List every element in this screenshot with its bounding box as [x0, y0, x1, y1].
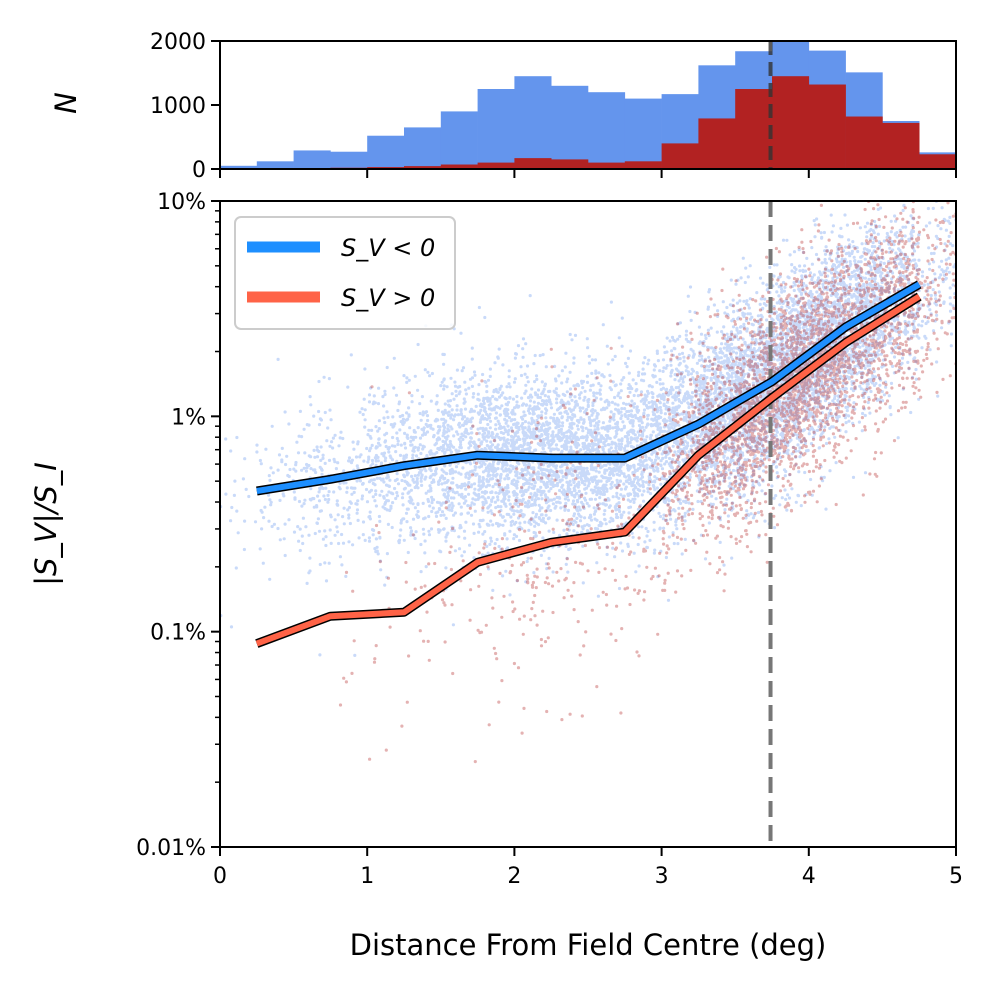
main-y-tick-label: 0.01% [136, 836, 206, 861]
hist-bar-positive [845, 116, 883, 169]
trend-line-positive [255, 293, 921, 647]
hist-bar-positive [735, 89, 773, 169]
main-x-tick-label: 4 [802, 864, 816, 889]
hist-bar-positive [514, 158, 552, 169]
main-x-tick-label: 0 [213, 864, 227, 889]
hist-bar-positive [661, 143, 699, 169]
hist-bar-negative [404, 127, 442, 169]
top-y-tick-label: 2000 [150, 30, 206, 55]
hist-bar-positive [698, 118, 736, 169]
hist-bar-negative [293, 150, 331, 169]
main-x-ticks: 0 1 2 3 4 5 [213, 847, 963, 889]
main-axes-frame [219, 200, 957, 848]
main-y-ticks: 0.01% 0.1% 1% 10% [136, 190, 220, 861]
hist-bar-positive [477, 162, 515, 169]
main-x-tick-label: 3 [655, 864, 669, 889]
top-x-ticks [219, 169, 957, 178]
y-axis-title: |S_V|/S_I [29, 462, 63, 586]
main-y-tick-label: 10% [157, 190, 206, 215]
hist-bar-negative [220, 165, 258, 169]
hist-bar-positive [882, 122, 920, 169]
hist-bar-negative [256, 161, 294, 169]
hist-bar-positive [588, 162, 626, 169]
hist-bar-positive [404, 166, 442, 169]
legend-label-positive: S_V > 0 [341, 284, 435, 312]
x-axis-title: Distance From Field Centre (deg) [350, 928, 827, 962]
main-x-tick-label: 1 [360, 864, 374, 889]
hist-bar-positive [624, 161, 662, 169]
hist-bar-negative [588, 92, 626, 169]
main-x-tick-label: 2 [507, 864, 521, 889]
hist-bar-positive [551, 159, 589, 169]
trend-line-negative [256, 281, 921, 494]
hist-bar-negative [624, 98, 662, 169]
main-y-tick-label: 1% [171, 405, 206, 430]
top-y-axis-title: N [49, 92, 83, 114]
hist-bar-positive [919, 154, 956, 169]
scatter-points-negative [220, 201, 956, 657]
hist-bar-negative [367, 135, 405, 169]
hist-bar-positive [808, 84, 846, 169]
top-y-tick-label: 1000 [150, 94, 206, 119]
main-y-tick-label: 0.1% [150, 621, 206, 646]
scatter-cloud [220, 201, 956, 657]
histogram-bars [220, 41, 956, 169]
hist-bar-negative [440, 111, 478, 169]
scatter-cloud [337, 201, 956, 764]
legend-label-negative: S_V < 0 [341, 234, 435, 262]
top-y-tick-label: 0 [192, 158, 206, 183]
hist-bar-positive [440, 164, 478, 169]
main-scatter-plot: 0.01% 0.1% 1% 10% 0 1 2 3 4 5 S_V < 0 S_V > 0 Di… [29, 190, 963, 962]
hist-bar-negative [330, 151, 368, 169]
hist-bar-positive [772, 76, 810, 169]
hist-bar-negative [551, 85, 589, 169]
trend-lines [255, 280, 922, 648]
scatter-points-positive [337, 201, 956, 764]
main-x-tick-label: 5 [949, 864, 963, 889]
hist-bar-negative [514, 76, 552, 169]
hist-bar-negative [477, 89, 515, 169]
legend: S_V < 0 S_V > 0 [234, 216, 456, 330]
top-histogram: 0 1000 2000 N [49, 30, 957, 183]
top-y-ticks: 0 1000 2000 [150, 30, 220, 183]
